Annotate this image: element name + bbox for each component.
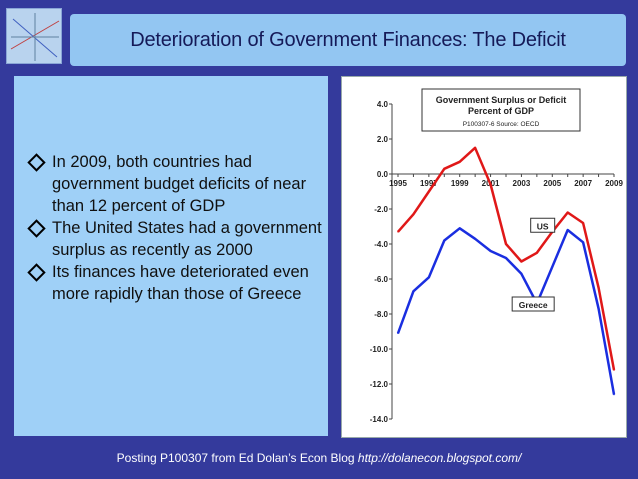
data-point-us bbox=[566, 211, 569, 214]
data-point-us bbox=[582, 222, 584, 224]
bullet-text: In 2009, both countries had government b… bbox=[52, 153, 307, 215]
x-axis: 1995 1997 1999 2001 2003 2005 2007 2009 bbox=[389, 173, 623, 188]
data-point-greece bbox=[458, 227, 461, 230]
data-point-greece bbox=[566, 229, 569, 231]
data-point-greece bbox=[428, 276, 430, 279]
x-tick-label: 1997 bbox=[420, 179, 438, 188]
y-tick-label: 2.0 bbox=[377, 135, 389, 144]
chart-source-note: P100307-6 Source: OECD bbox=[463, 121, 540, 128]
x-tick-label: 2007 bbox=[574, 179, 592, 188]
data-point-greece bbox=[582, 241, 584, 244]
y-tick-label: -12.0 bbox=[370, 380, 389, 389]
blog-logo bbox=[6, 8, 62, 64]
diamond-bullet-icon bbox=[27, 153, 46, 172]
legend-box bbox=[530, 217, 556, 233]
slide-title: Deterioration of Government Finances: Th… bbox=[130, 28, 566, 51]
data-point-us bbox=[536, 251, 538, 254]
bullet-text: Its finances have deteriorated even more… bbox=[52, 263, 309, 303]
legend-label-us: US bbox=[537, 221, 549, 231]
bullet-text: The United States had a government surpl… bbox=[52, 219, 322, 259]
y-tick-label: -4.0 bbox=[374, 240, 388, 249]
footer-text: Posting P100307 from Ed Dolan’s Econ Blo… bbox=[116, 451, 358, 465]
y-tick-label: -14.0 bbox=[370, 415, 389, 424]
y-tick-label: 0.0 bbox=[377, 170, 389, 179]
logo-graphic-icon bbox=[10, 13, 60, 61]
y-tick-label: -6.0 bbox=[374, 275, 388, 284]
data-point-us bbox=[520, 260, 523, 263]
diamond-bullet-icon bbox=[27, 263, 46, 282]
title-bar: Deterioration of Government Finances: Th… bbox=[70, 14, 626, 66]
bullet-item: The United States had a government surpl… bbox=[26, 217, 326, 261]
data-point-greece bbox=[397, 332, 399, 335]
blog-url-link[interactable]: http://dolanecon.blogspot.com/ bbox=[357, 451, 522, 465]
chart-panel: Government Surplus or Deficit Percent of… bbox=[341, 76, 627, 438]
series-layer bbox=[396, 146, 616, 396]
y-tick-label: -8.0 bbox=[374, 310, 388, 319]
data-point-greece bbox=[489, 250, 492, 252]
x-tick-label: 1999 bbox=[451, 179, 469, 188]
series-line-greece bbox=[396, 227, 616, 395]
data-point-us bbox=[489, 183, 492, 186]
chart-subtitle: Percent of GDP bbox=[468, 106, 534, 116]
bullet-panel: In 2009, both countries had government b… bbox=[14, 76, 328, 436]
y-axis: 4.0 2.0 0.0 -2.0 -4.0 -6.0 -8.0 -10.0 -12.0 -14.0 bbox=[370, 100, 393, 424]
data-point-us bbox=[443, 167, 446, 170]
bullet-list: In 2009, both countries had government b… bbox=[26, 151, 326, 305]
data-point-us bbox=[597, 286, 600, 289]
diamond-bullet-icon bbox=[27, 219, 46, 238]
y-tick-label: -10.0 bbox=[370, 345, 389, 354]
x-tick-label: 1995 bbox=[389, 179, 407, 188]
footer-credit: Posting P100307 from Ed Dolan’s Econ Blo… bbox=[0, 451, 638, 465]
data-point-greece bbox=[443, 239, 446, 242]
x-tick-label: 2005 bbox=[543, 179, 561, 188]
legend-layer: US Greece bbox=[511, 217, 556, 312]
data-point-us bbox=[613, 369, 615, 371]
data-point-us bbox=[397, 230, 399, 233]
x-tick-label: 2003 bbox=[513, 179, 531, 188]
data-point-greece bbox=[551, 265, 554, 268]
data-point-greece bbox=[412, 290, 415, 293]
chart-title-box bbox=[421, 88, 581, 132]
y-tick-label: -2.0 bbox=[374, 205, 388, 214]
data-point-greece bbox=[520, 272, 523, 275]
data-point-greece bbox=[613, 393, 615, 396]
x-tick-label: 2009 bbox=[605, 179, 623, 188]
data-point-us bbox=[458, 160, 461, 163]
data-point-us bbox=[428, 190, 430, 193]
data-point-us bbox=[505, 243, 507, 245]
data-point-greece bbox=[597, 307, 600, 310]
data-point-greece bbox=[474, 237, 476, 240]
chart-title: Government Surplus or Deficit bbox=[436, 95, 567, 105]
data-point-us bbox=[412, 213, 415, 216]
y-tick-label: 4.0 bbox=[377, 100, 389, 109]
bullet-item: In 2009, both countries had government b… bbox=[26, 151, 326, 217]
data-point-greece bbox=[505, 257, 507, 259]
legend-label-greece: Greece bbox=[519, 300, 548, 310]
data-point-us bbox=[474, 146, 476, 149]
bullet-item: Its finances have deteriorated even more… bbox=[26, 261, 326, 305]
legend-box bbox=[511, 296, 555, 312]
deficit-line-chart: Government Surplus or Deficit Percent of… bbox=[370, 88, 623, 424]
